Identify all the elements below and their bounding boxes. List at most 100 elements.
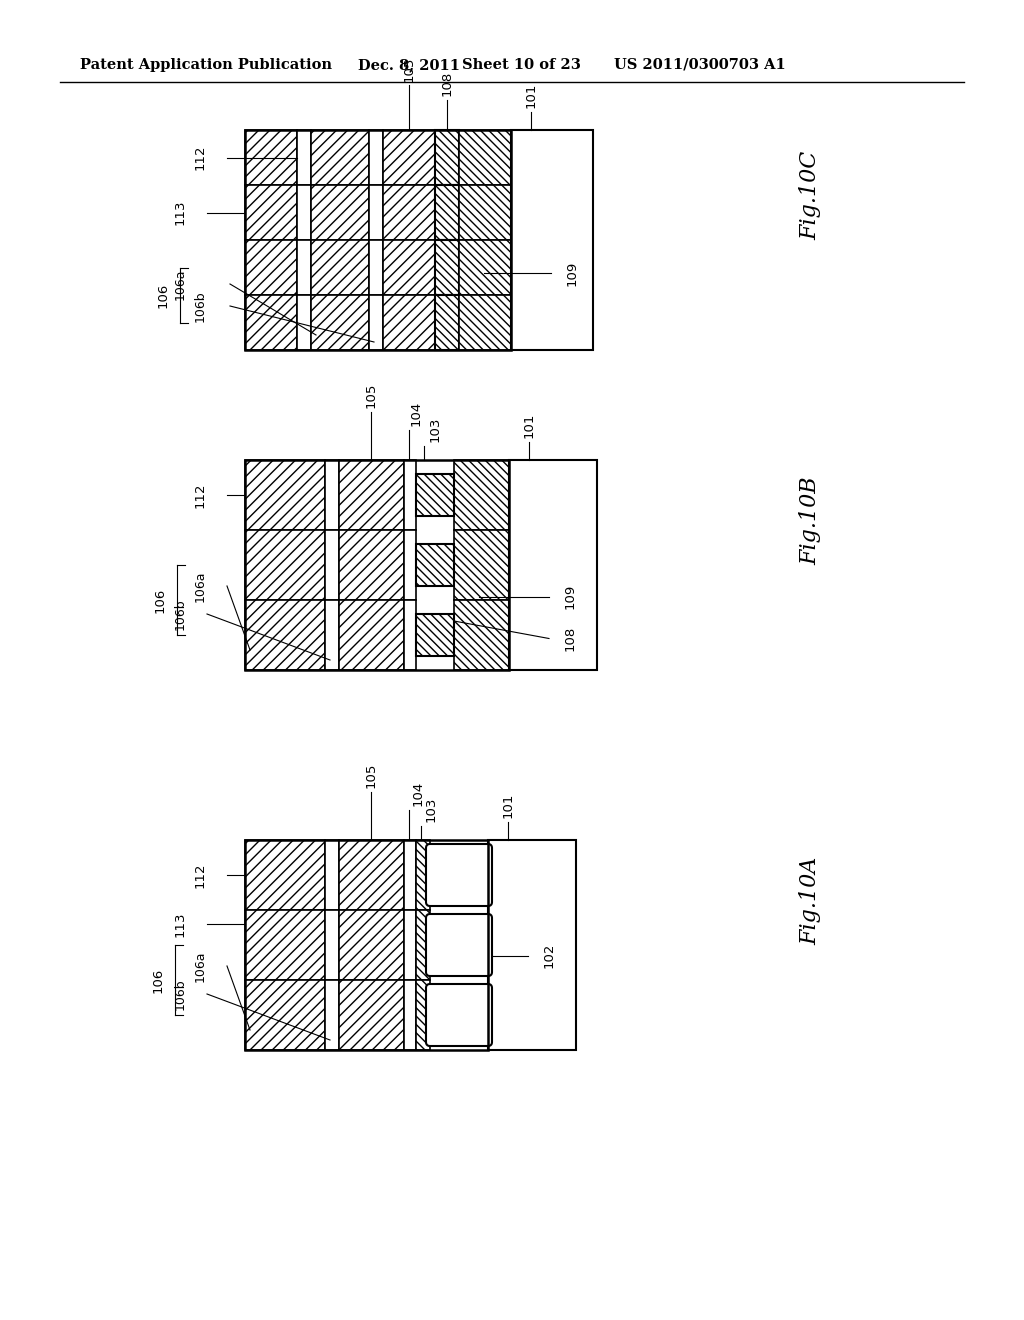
Bar: [245, 531, 325, 601]
Bar: [369, 185, 383, 240]
Text: Patent Application Publication: Patent Application Publication: [80, 58, 332, 73]
Bar: [404, 979, 416, 1049]
Bar: [383, 185, 435, 240]
Text: 108: 108: [564, 626, 577, 651]
Bar: [311, 240, 369, 294]
Bar: [245, 459, 509, 671]
Bar: [245, 459, 325, 531]
Text: 106: 106: [152, 968, 165, 993]
Text: 109: 109: [566, 260, 579, 285]
Bar: [339, 531, 404, 601]
Text: 105: 105: [402, 57, 416, 82]
Bar: [459, 185, 511, 240]
Text: Fig.10C: Fig.10C: [799, 150, 821, 240]
Bar: [325, 601, 339, 671]
Bar: [435, 185, 459, 240]
Bar: [325, 459, 339, 531]
Bar: [297, 129, 311, 185]
Text: 104: 104: [410, 401, 423, 426]
Bar: [339, 840, 404, 909]
Text: US 2011/0300703 A1: US 2011/0300703 A1: [614, 58, 785, 73]
Bar: [383, 294, 435, 350]
Bar: [245, 129, 511, 350]
Bar: [509, 459, 597, 671]
Bar: [297, 294, 311, 350]
Text: 101: 101: [522, 413, 536, 438]
Bar: [245, 909, 325, 979]
Text: 105: 105: [365, 383, 378, 408]
Bar: [454, 531, 509, 601]
Bar: [245, 601, 325, 671]
Bar: [511, 129, 593, 350]
Bar: [245, 129, 297, 185]
Text: 106b: 106b: [174, 598, 187, 630]
Text: 109: 109: [564, 583, 577, 609]
Text: 106a: 106a: [174, 268, 187, 300]
Text: 101: 101: [502, 792, 514, 818]
Bar: [383, 240, 435, 294]
Text: 112: 112: [194, 145, 207, 170]
Text: 106b: 106b: [174, 978, 187, 1010]
Bar: [459, 294, 511, 350]
Text: Fig.10B: Fig.10B: [799, 477, 821, 565]
Text: 103: 103: [428, 417, 441, 442]
Bar: [404, 531, 416, 601]
Bar: [297, 185, 311, 240]
Bar: [416, 979, 430, 1049]
FancyBboxPatch shape: [426, 983, 492, 1045]
Text: 104: 104: [412, 780, 425, 807]
Bar: [488, 840, 575, 1049]
Bar: [325, 840, 339, 909]
Bar: [325, 531, 339, 601]
Text: 103: 103: [425, 797, 437, 822]
Bar: [245, 840, 488, 1049]
Bar: [454, 459, 509, 531]
Text: 101: 101: [524, 83, 538, 108]
Bar: [459, 240, 511, 294]
Bar: [416, 909, 430, 979]
Text: 106a: 106a: [194, 570, 207, 602]
FancyBboxPatch shape: [426, 843, 492, 906]
Text: 113: 113: [174, 911, 187, 937]
Text: 106: 106: [157, 282, 170, 308]
Bar: [297, 240, 311, 294]
Bar: [339, 979, 404, 1049]
Bar: [454, 601, 509, 671]
Bar: [416, 474, 454, 516]
Bar: [383, 129, 435, 185]
Text: 106: 106: [154, 587, 167, 612]
Bar: [339, 459, 404, 531]
Bar: [404, 840, 416, 909]
Bar: [339, 601, 404, 671]
Bar: [369, 240, 383, 294]
Bar: [459, 129, 511, 185]
Text: 113: 113: [174, 199, 187, 226]
Bar: [325, 979, 339, 1049]
Bar: [311, 185, 369, 240]
Bar: [245, 185, 297, 240]
Bar: [369, 294, 383, 350]
Text: Sheet 10 of 23: Sheet 10 of 23: [462, 58, 581, 73]
Text: 106a: 106a: [194, 950, 207, 982]
FancyBboxPatch shape: [426, 913, 492, 975]
Text: 108: 108: [440, 71, 454, 96]
Text: 112: 112: [194, 482, 207, 508]
Bar: [416, 840, 430, 909]
Bar: [245, 979, 325, 1049]
Bar: [369, 129, 383, 185]
Bar: [404, 909, 416, 979]
Text: Fig.10A: Fig.10A: [799, 857, 821, 945]
Bar: [325, 909, 339, 979]
Bar: [435, 240, 459, 294]
Text: 106b: 106b: [194, 290, 207, 322]
Bar: [404, 601, 416, 671]
Bar: [416, 544, 454, 586]
Bar: [245, 240, 297, 294]
Bar: [435, 294, 459, 350]
Bar: [311, 294, 369, 350]
Text: 102: 102: [543, 942, 556, 968]
Bar: [245, 840, 325, 909]
Bar: [416, 614, 454, 656]
Bar: [311, 129, 369, 185]
Bar: [435, 129, 459, 185]
